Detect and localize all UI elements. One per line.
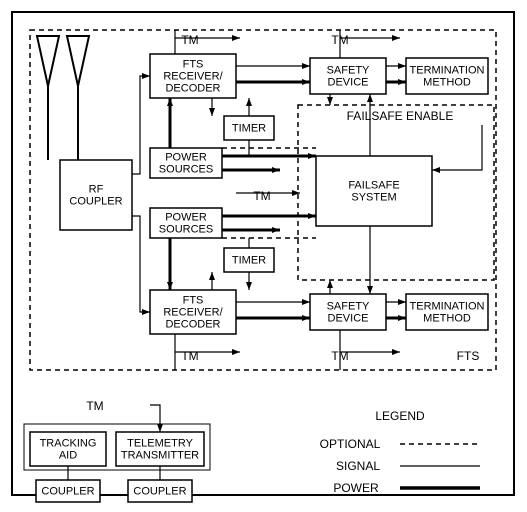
failsafe_enable: FAILSAFE ENABLE [347,109,454,123]
power_bot-label: POWER [165,212,207,224]
legend_signal: SIGNAL [336,459,380,473]
tm_bot1: TM [181,349,198,363]
safety_top-label: DEVICE [328,77,369,89]
safety_bot-label: DEVICE [328,313,369,325]
term_top-label: METHOD [423,77,471,89]
telemetry_tx-label: TRANSMITTER [121,450,199,462]
power_bot-label: SOURCES [159,224,213,236]
fts_rx_bot-label: DECODER [165,319,220,331]
fts_rx_top-label: DECODER [165,83,220,95]
tracking_aid-label: TRACKING [40,438,97,450]
legend_title: LEGEND [375,409,425,423]
power_top-label: SOURCES [159,164,213,176]
failsafe_sys-label: SYSTEM [351,192,396,204]
legend_optional: OPTIONAL [320,437,381,451]
tm_top1: TM [181,33,198,47]
fts_rx_top-label: RECEIVER/ [163,71,223,83]
telemetry_tx-label: TELEMETRY [127,438,193,450]
term_bot-label: TERMINATION [410,301,485,313]
tm_top2: TM [331,33,348,47]
tm_legend_top: TM [86,399,103,413]
legend_power: POWER [333,481,379,495]
coupler_1-label: COUPLER [41,486,94,498]
term_top-label: TERMINATION [410,65,485,77]
fts_label: FTS [457,349,480,363]
tm_mid: TM [253,189,270,203]
timer_top-label: TIMER [232,123,266,135]
tracking_aid-label: AID [59,450,77,462]
fts_rx_bot-label: RECEIVER/ [163,307,223,319]
power_top-label: POWER [165,152,207,164]
fts_rx_bot-label: FTS [183,295,204,307]
timer_bot-label: TIMER [232,255,266,267]
failsafe_sys-label: FAILSAFE [348,180,399,192]
safety_top-label: SAFETY [327,65,370,77]
tm_bot2: TM [331,349,348,363]
rf_coupler-label: RF [89,184,104,196]
safety_bot-label: SAFETY [327,301,370,313]
rf_coupler-label: COUPLER [69,196,122,208]
coupler_2-label: COUPLER [133,486,186,498]
term_bot-label: METHOD [423,313,471,325]
fts-block-diagram: RFCOUPLERFTSRECEIVER/DECODERSAFETYDEVICE… [0,0,527,507]
fts_rx_top-label: FTS [183,59,204,71]
